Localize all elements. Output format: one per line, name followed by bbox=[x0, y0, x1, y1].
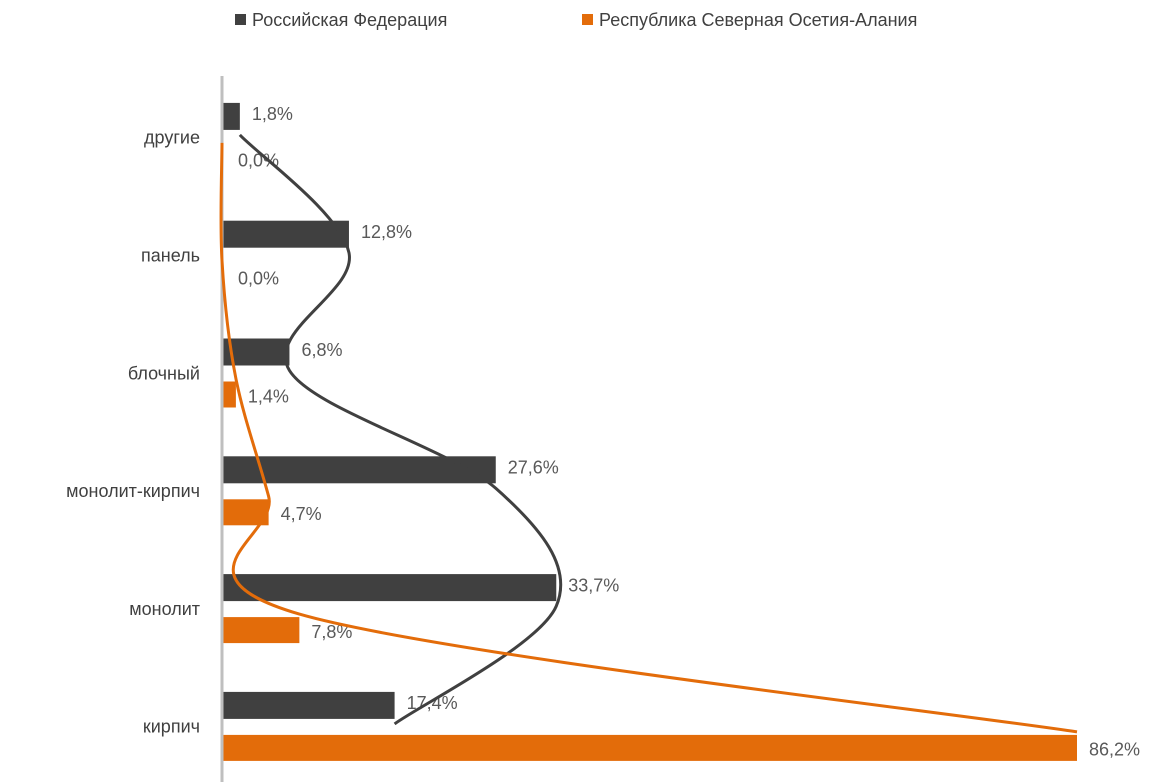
value-label: 86,2% bbox=[1089, 740, 1140, 760]
value-label: 27,6% bbox=[508, 458, 559, 478]
category-label: монолит bbox=[129, 599, 200, 619]
category-label: монолит-кирпич bbox=[66, 481, 200, 501]
legend-label: Республика Северная Осетия-Алания bbox=[599, 10, 917, 30]
trend-curve bbox=[219, 142, 1078, 734]
legend-swatch bbox=[235, 14, 246, 25]
bar bbox=[222, 574, 557, 602]
category-label: панель bbox=[141, 245, 200, 265]
category-label: блочный bbox=[128, 363, 200, 383]
value-label: 0,0% bbox=[238, 268, 279, 288]
value-label: 0,0% bbox=[238, 151, 279, 171]
value-label: 4,7% bbox=[281, 504, 322, 524]
bar bbox=[222, 381, 236, 408]
bar bbox=[222, 734, 1077, 761]
value-label: 7,8% bbox=[311, 622, 352, 642]
value-label: 1,4% bbox=[248, 386, 289, 406]
legend-swatch bbox=[582, 14, 593, 25]
value-label: 1,8% bbox=[252, 104, 293, 124]
legend-label: Российская Федерация bbox=[252, 10, 447, 30]
bar bbox=[222, 691, 395, 719]
category-label: кирпич bbox=[143, 717, 200, 737]
value-label: 6,8% bbox=[301, 340, 342, 360]
value-label: 33,7% bbox=[568, 575, 619, 595]
value-label: 12,8% bbox=[361, 222, 412, 242]
category-label: другие bbox=[144, 128, 200, 148]
bar bbox=[222, 220, 349, 248]
trend-curve bbox=[238, 133, 563, 726]
bar bbox=[222, 102, 240, 130]
bar bbox=[222, 617, 300, 644]
